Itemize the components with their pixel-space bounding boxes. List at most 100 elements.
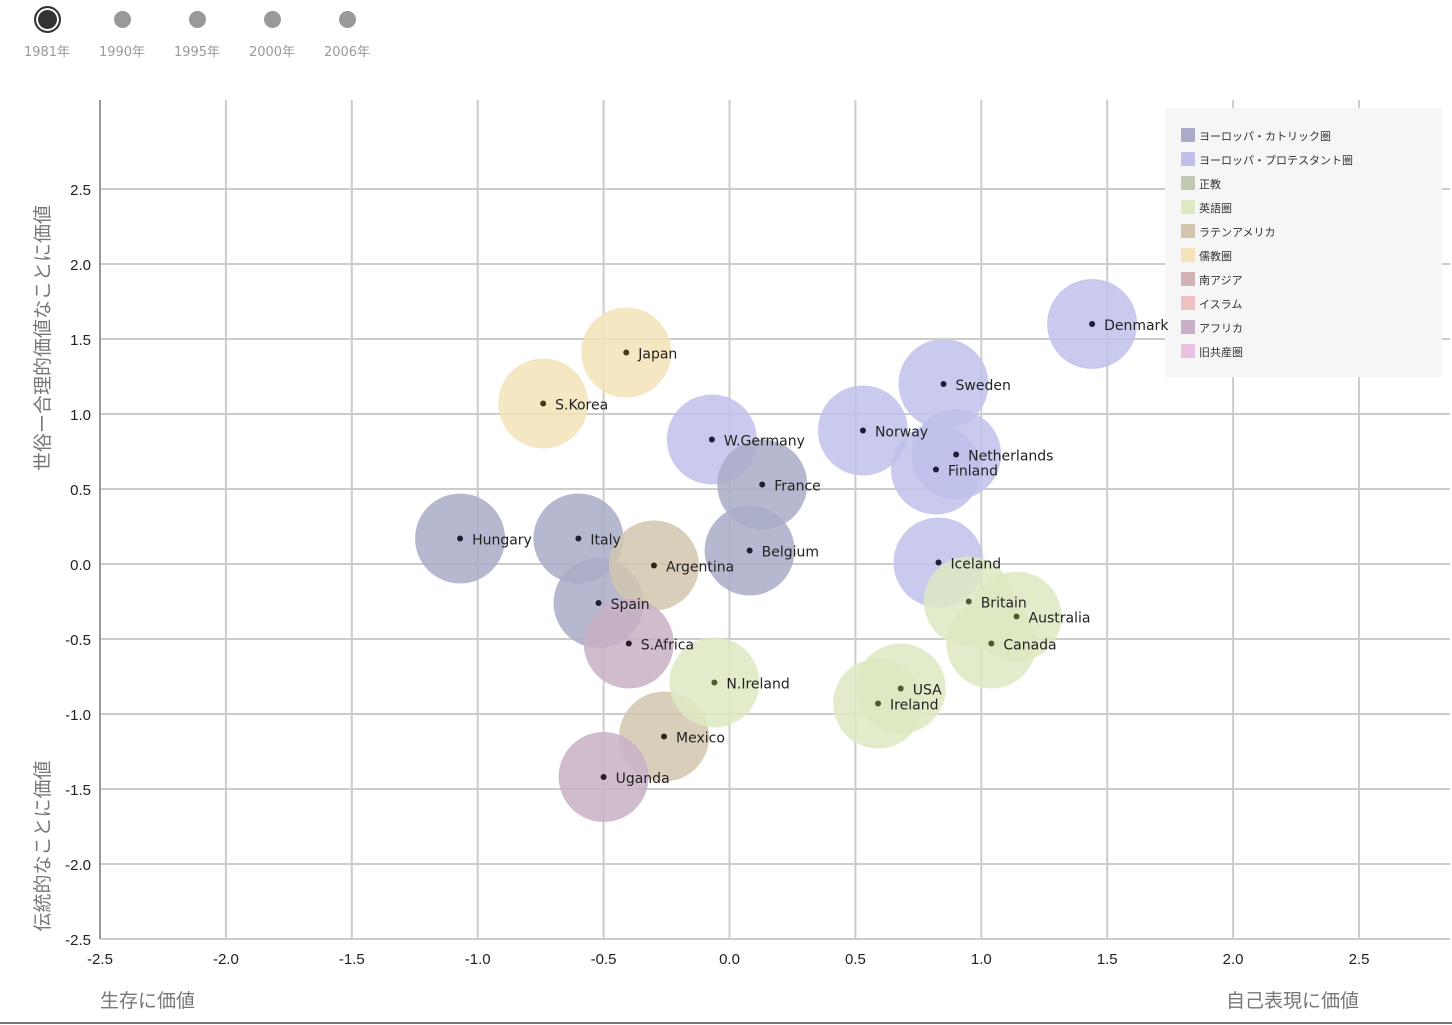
timeline-dot-icon[interactable] [263, 11, 281, 28]
bubble-label: W.Germany [724, 434, 805, 450]
timeline-dot-icon[interactable] [338, 11, 356, 28]
legend-label: ラテンアメリカ [1199, 226, 1275, 239]
bubble-label: France [774, 479, 821, 495]
bubble-label: Japan [637, 347, 677, 363]
legend-background [1165, 108, 1442, 377]
timeline-step-1981[interactable]: 1981年 [17, 6, 77, 60]
bubble-label: Iceland [950, 557, 1001, 573]
bubble-center-dot [897, 685, 904, 692]
timeline-dot-icon[interactable] [113, 11, 131, 28]
legend-label: イスラム [1199, 298, 1242, 311]
bubble-label: Spain [611, 597, 650, 613]
bubble-center-dot [650, 562, 657, 569]
legend-label: アフリカ [1199, 322, 1243, 335]
bubble-center-dot [875, 700, 882, 707]
bubble-center-dot [1013, 613, 1020, 620]
bubble-center-dot [623, 349, 630, 356]
legend-swatch [1181, 224, 1195, 238]
timeline-step-1990[interactable]: 1990年 [92, 6, 152, 60]
y-tick-label: -1.0 [65, 707, 91, 724]
bubble-label: Canada [1003, 638, 1056, 654]
timeline-step-2000[interactable]: 2000年 [242, 6, 302, 60]
legend: ヨーロッパ・カトリック圏ヨーロッパ・プロテスタント圏正教英語圏ラテンアメリカ儒教… [1165, 108, 1442, 377]
x-tick-label: -1.5 [339, 951, 365, 968]
x-tick-label: 1.0 [971, 951, 992, 968]
bubble-label: N.Ireland [726, 677, 789, 693]
x-tick-label: 2.5 [1349, 951, 1370, 968]
timeline-step-2006[interactable]: 2006年 [317, 6, 377, 60]
bubble-label: Britain [981, 596, 1027, 612]
y-tick-label: -2.5 [65, 932, 91, 949]
bubble-label: Italy [590, 533, 620, 549]
bubble-label: Australia [1029, 611, 1091, 627]
bubble-center-dot [859, 427, 866, 434]
legend-label: 儒教圏 [1199, 250, 1232, 263]
legend-label: 南アジア [1199, 274, 1243, 287]
timeline-step-1995[interactable]: 1995年 [167, 6, 227, 60]
bubble-center-dot [935, 559, 942, 566]
bubble-center-dot [746, 547, 753, 554]
y-tick-label: -0.5 [65, 632, 91, 649]
timeline-dot-icon[interactable] [188, 11, 206, 28]
timeline-dot-active-icon[interactable] [33, 6, 61, 33]
bubble-center-dot [457, 535, 464, 542]
legend-label: 正教 [1199, 178, 1221, 191]
legend-swatch [1181, 200, 1195, 214]
x-tick-label: -0.5 [591, 951, 617, 968]
bubble-center-dot [988, 640, 995, 647]
y-tick-label: 1.5 [70, 332, 91, 349]
timeline-label: 1990年 [98, 45, 146, 60]
bubble-label: Mexico [676, 731, 725, 747]
bubble-label: Hungary [472, 533, 532, 549]
timeline-label: 2000年 [248, 45, 296, 60]
bottom-divider [0, 1022, 1452, 1024]
legend-swatch [1181, 296, 1195, 310]
bubble-center-dot [953, 451, 960, 458]
bubble-center-dot [661, 733, 668, 740]
bubble-center-dot [759, 481, 766, 488]
y-tick-label: 1.0 [70, 407, 91, 424]
bubble-center-dot [711, 679, 718, 686]
y-tick-label: 2.0 [70, 257, 91, 274]
legend-swatch [1181, 320, 1195, 334]
bubble-center-dot [595, 600, 602, 606]
bubble-center-dot [708, 436, 715, 443]
legend-swatch [1181, 248, 1195, 262]
x-tick-label: 0.5 [845, 951, 866, 968]
x-axis-title-right: 自己表現に価値 [1226, 990, 1359, 1012]
bubble-center-dot [625, 640, 632, 647]
y-tick-label: 0.5 [70, 482, 91, 499]
bubble-center-dot [575, 535, 582, 542]
bubble-label: Netherlands [968, 449, 1053, 465]
tick-labels: -2.5 -2.0 -1.5 -1.0 -0.5 0.0 0.5 1.0 1.5 2.0 2.5 2.… [65, 182, 1369, 968]
legend-swatch [1181, 152, 1195, 166]
legend-label: ヨーロッパ・プロテスタント圏 [1199, 154, 1353, 167]
legend-swatch [1181, 176, 1195, 190]
bubble-label: USA [913, 683, 942, 699]
bubble-center-dot [965, 598, 972, 605]
x-tick-label: 2.0 [1223, 951, 1244, 968]
bubble-center-dot [540, 400, 547, 407]
bubble-label: Sweden [956, 378, 1011, 394]
x-axis-title-left: 生存に価値 [100, 990, 195, 1012]
bubble-label: Finland [948, 464, 998, 480]
x-tick-label: -2.0 [213, 951, 239, 968]
x-tick-label: -2.5 [87, 951, 113, 968]
bubble-label: Ireland [890, 698, 938, 714]
bubble-label: Denmark [1104, 318, 1169, 334]
timeline-label: 1995年 [173, 45, 221, 60]
timeline-label: 2006年 [323, 45, 371, 60]
y-tick-label: 2.5 [70, 182, 91, 199]
bubble-label: Norway [875, 425, 928, 441]
bubble-center-dot [1089, 321, 1096, 327]
year-timeline: 1981年 1990年 1995年 2000年 2006年 [0, 0, 420, 70]
y-tick-label: -1.5 [65, 782, 91, 799]
bubble-label: Uganda [616, 771, 670, 787]
bubble-center-dot [932, 466, 939, 473]
legend-swatch [1181, 128, 1195, 142]
y-axis-title-top: 世俗ー合理的価値なことに価値 [32, 205, 54, 471]
bubble-center-dot [940, 381, 947, 387]
bubble-label: Belgium [762, 545, 819, 561]
